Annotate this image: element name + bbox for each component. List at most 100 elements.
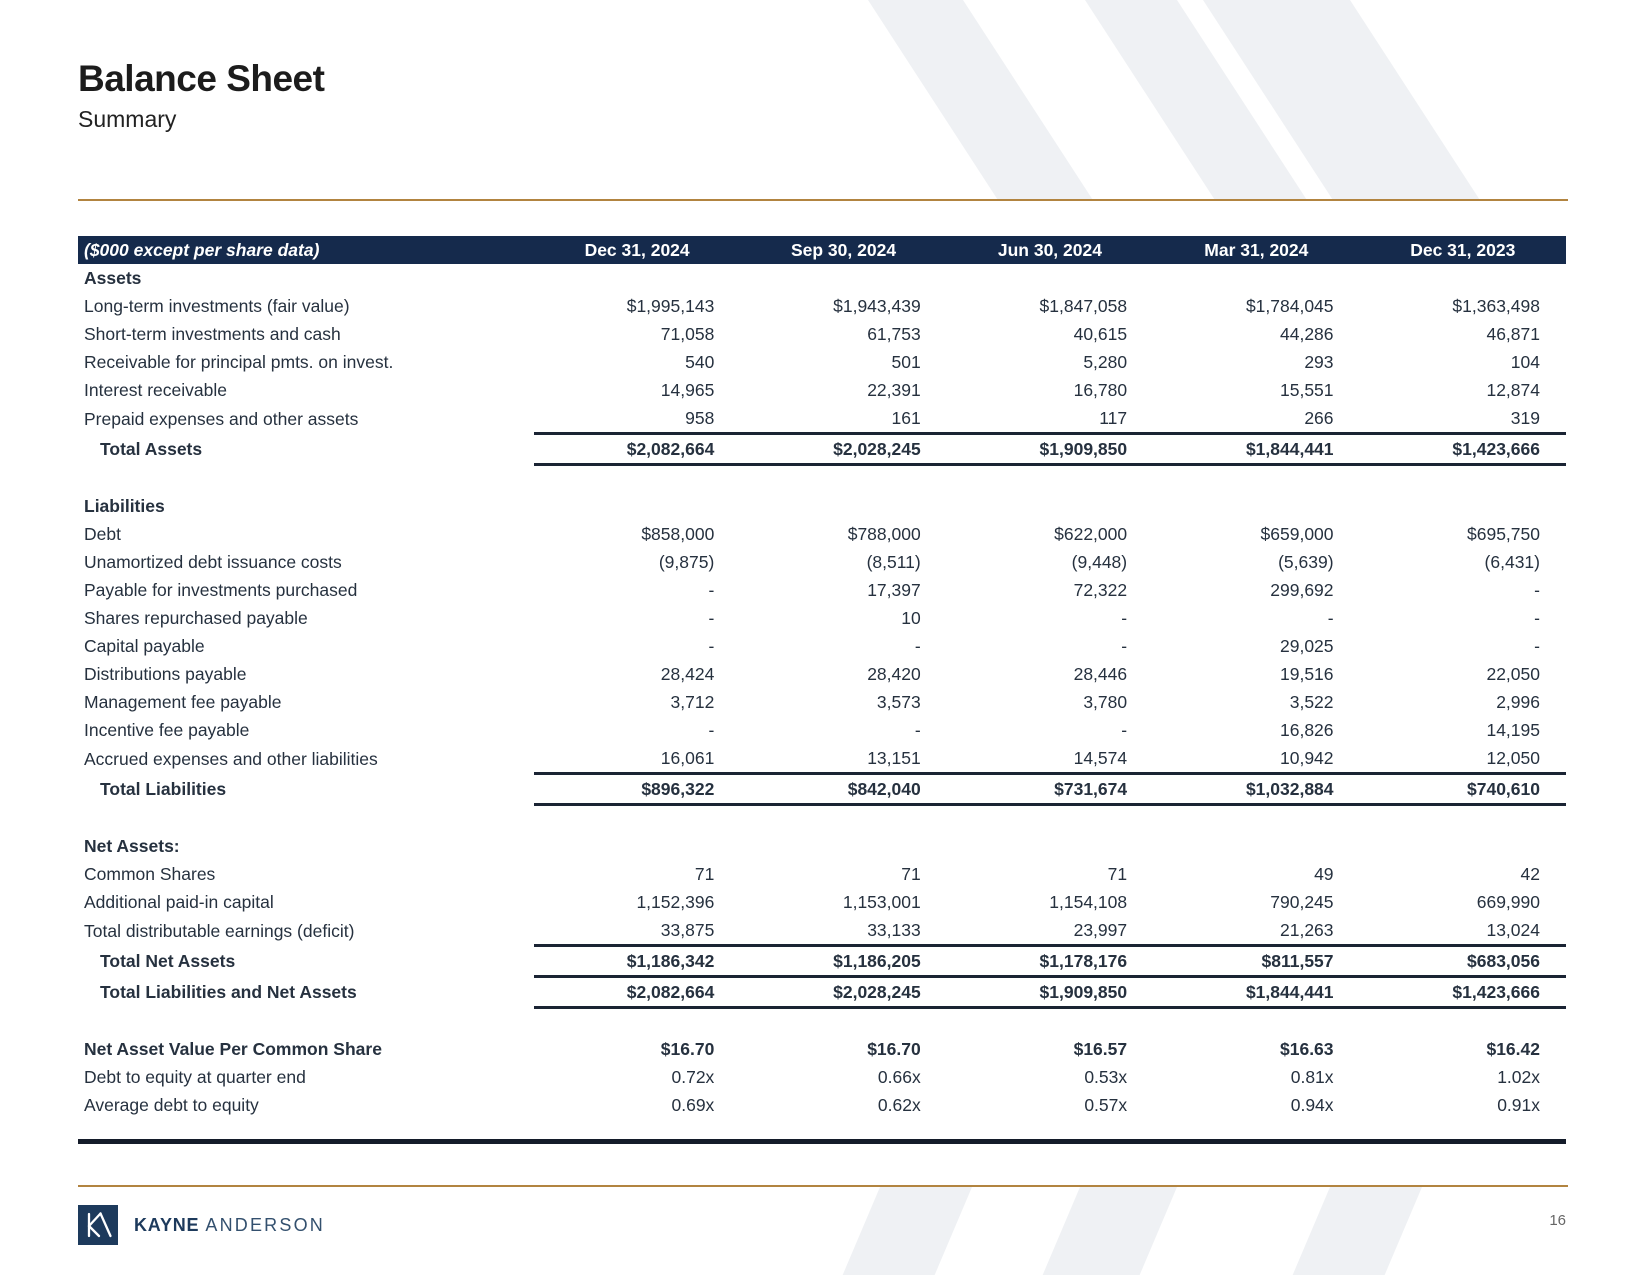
row-label: Liabilities: [84, 496, 165, 516]
value-cell: $16.63: [1280, 1039, 1334, 1059]
diagonal-stripe: [868, 0, 1093, 199]
table-row: Net Asset Value Per Common Share $16.70 $1…: [78, 1035, 1566, 1063]
brand-name: KAYNE ANDERSON: [134, 1215, 325, 1236]
table-row: Total Liabilities and Net Assets $2,082,6…: [78, 975, 1566, 1009]
value-cell: $16.70: [660, 1039, 715, 1059]
table-row: Unamortized debt issuance costs (9,875) (8…: [78, 548, 1566, 576]
value-cell: $896,322: [533, 772, 741, 806]
value-cell: $740,610: [1359, 772, 1566, 806]
value-cell: 0.53x: [1084, 1067, 1128, 1087]
table-row: Common Shares 71 71 71 49 42: [78, 860, 1566, 888]
value-cell: $16.57: [1073, 1039, 1128, 1059]
value-cell: [947, 264, 1153, 292]
value-cell: 319: [1510, 408, 1540, 428]
value-cell: $1,186,205: [740, 944, 947, 978]
table-row: Accrued expenses and other liabilities 16…: [78, 744, 1566, 774]
value-cell: 1,152,396: [636, 892, 715, 912]
value-cell: $1,032,884: [1153, 772, 1360, 806]
value-cell: 0.81x: [1290, 1067, 1334, 1087]
value-cell: [534, 492, 740, 520]
value-cell: 669,990: [1476, 892, 1540, 912]
spacer-cell: [78, 1008, 1566, 1036]
value-cell: $1,844,441: [1153, 975, 1360, 1009]
row-label: Common Shares: [84, 864, 216, 884]
value-cell: 501: [891, 352, 921, 372]
value-cell: $683,056: [1359, 944, 1566, 978]
value-cell: -: [1121, 636, 1128, 656]
value-cell: 71,058: [660, 324, 715, 344]
value-cell: 790,245: [1270, 892, 1334, 912]
value-cell: 161: [891, 408, 921, 428]
value-cell: [1153, 492, 1359, 520]
value-cell: 71: [901, 864, 921, 884]
value-cell: [1153, 264, 1359, 292]
value-cell: 958: [685, 408, 715, 428]
value-cell: 16,826: [1280, 720, 1334, 740]
value-cell: 29,025: [1280, 636, 1334, 656]
row-label: Shares repurchased payable: [84, 608, 308, 628]
row-label: Accrued expenses and other liabilities: [84, 748, 378, 769]
value-cell: 13,024: [1486, 920, 1540, 940]
value-cell: 2,996: [1496, 692, 1540, 712]
value-cell: 117: [1099, 408, 1128, 428]
value-cell: 5,280: [1083, 352, 1128, 372]
value-cell: (9,448): [1071, 552, 1128, 572]
value-cell: $16.42: [1486, 1039, 1540, 1059]
table-row: Total Assets $2,082,664 $2,028,245 $1,909,8…: [78, 432, 1566, 466]
table-row: Management fee payable 3,712 3,573 3,780 3,5…: [78, 688, 1566, 716]
row-label: Distributions payable: [84, 664, 247, 684]
value-cell: $2,082,664: [533, 975, 741, 1009]
value-cell: -: [1534, 580, 1540, 600]
value-cell: $659,000: [1260, 524, 1334, 544]
row-label: Management fee payable: [84, 692, 282, 712]
value-cell: 10,942: [1280, 748, 1334, 768]
table-header-row: ($000 except per share data) Dec 31, 202…: [78, 236, 1566, 264]
value-cell: $2,082,664: [533, 432, 741, 466]
value-cell: 3,573: [876, 692, 921, 712]
value-cell: 16,061: [660, 748, 715, 768]
table-row: Additional paid-in capital 1,152,396 1,153…: [78, 888, 1566, 916]
balance-sheet-table-grid: ($000 except per share data) Dec 31, 202…: [78, 236, 1566, 1119]
value-cell: 0.66x: [877, 1067, 921, 1087]
value-cell: $1,847,058: [1039, 296, 1128, 316]
value-cell: 0.72x: [671, 1067, 715, 1087]
value-cell: -: [1121, 720, 1128, 740]
value-cell: -: [708, 720, 715, 740]
row-label: Net Asset Value Per Common Share: [84, 1039, 382, 1059]
diagonal-stripe: [1042, 1187, 1177, 1275]
value-cell: 16,780: [1073, 380, 1128, 400]
value-cell: 61,753: [867, 324, 921, 344]
row-label: Interest receivable: [84, 380, 227, 400]
diagonal-stripe: [1292, 1187, 1422, 1275]
value-cell: 21,263: [1280, 920, 1334, 940]
value-cell: 28,424: [660, 664, 715, 684]
table-row: Distributions payable 28,424 28,420 28,446 1…: [78, 660, 1566, 688]
table-row: Net Assets:: [78, 832, 1566, 860]
value-cell: [534, 264, 740, 292]
value-cell: 33,133: [867, 920, 921, 940]
table-row: Long-term investments (fair value) $1,995…: [78, 292, 1566, 320]
table-row: Shares repurchased payable - 10 - - -: [78, 604, 1566, 632]
row-label: Total Liabilities and Net Assets: [100, 982, 357, 1002]
row-label: Short-term investments and cash: [84, 324, 341, 344]
brand-name-primary: KAYNE: [134, 1214, 200, 1235]
value-cell: 1,154,108: [1049, 892, 1128, 912]
row-label: Unamortized debt issuance costs: [84, 552, 342, 572]
value-cell: $2,028,245: [740, 975, 947, 1009]
value-cell: 14,195: [1486, 720, 1540, 740]
row-label: Capital payable: [84, 636, 205, 656]
value-cell: $695,750: [1467, 524, 1540, 544]
spacer-row: [78, 805, 1566, 833]
value-cell: 44,286: [1280, 324, 1334, 344]
page-number: 16: [1549, 1212, 1566, 1229]
value-cell: 0.57x: [1084, 1095, 1128, 1115]
value-cell: $731,674: [946, 772, 1154, 806]
value-cell: 22,391: [867, 380, 921, 400]
row-label: Debt: [84, 524, 121, 544]
footer-divider: [78, 1185, 1568, 1187]
table-row: Assets: [78, 264, 1566, 292]
value-cell: 23,997: [1073, 920, 1128, 940]
value-cell: 28,446: [1073, 664, 1128, 684]
value-cell: [740, 492, 946, 520]
table-row: Payable for investments purchased - 17,397…: [78, 576, 1566, 604]
